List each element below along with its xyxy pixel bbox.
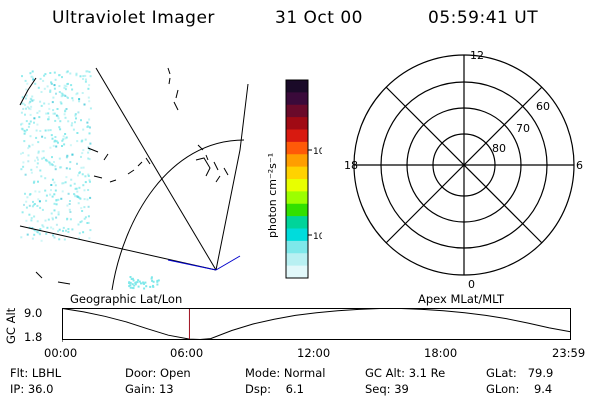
status-gcalt: GC Alt: 3.1 Re <box>365 366 446 380</box>
status-flt: Flt: LBHL <box>10 366 62 380</box>
status-seq: Seq: 39 <box>365 382 409 396</box>
colorbar-stripe <box>286 92 308 106</box>
time-tick-0600: 06:00 <box>170 346 204 360</box>
mlt-label-12: 12 <box>470 49 484 62</box>
altitude-curve <box>62 308 571 341</box>
status-gain: Gain: 13 <box>125 382 174 396</box>
time-tick-2359: 23:59 <box>552 346 586 360</box>
altitude-timeline <box>62 308 571 342</box>
instrument-title: Ultraviolet Imager <box>52 8 215 28</box>
lat-label-60: 60 <box>536 100 550 113</box>
timeline-right-title: Apex MLat/MLT <box>418 292 505 306</box>
geographic-image-panel <box>19 67 249 290</box>
status-glon: GLon: 9.4 <box>486 382 553 396</box>
status-dsp: Dsp: 6.1 <box>245 382 304 396</box>
time-tick-1200: 12:00 <box>297 346 331 360</box>
colorbar-stripe <box>286 265 308 279</box>
status-mode: Mode: Normal <box>245 366 326 380</box>
date-label: 31 Oct 00 <box>275 8 363 28</box>
colorbar: 100 10 photon cm⁻²s⁻¹ <box>266 79 322 279</box>
colorbar-unit-label: photon cm⁻²s⁻¹ <box>266 153 279 238</box>
alt-bottom-label: 1.8 <box>24 330 43 344</box>
colorbar-stripe <box>286 179 308 192</box>
lat-lon-grid <box>19 67 249 290</box>
colorbar-tick-100: 100 <box>313 147 322 157</box>
polar-grid-panel: 12 18 6 0 60 70 80 <box>344 49 583 288</box>
colorbar-stripe <box>286 240 308 254</box>
colorbar-stripe <box>286 216 308 229</box>
mlt-label-6: 6 <box>576 159 583 172</box>
colorbar-stripe <box>286 80 308 93</box>
status-ip: IP: 36.0 <box>10 382 54 396</box>
time-label: 05:59:41 UT <box>428 8 539 28</box>
mlt-label-18: 18 <box>344 159 358 172</box>
time-tick-0000: 00:00 <box>44 346 78 360</box>
orbit-track <box>215 255 241 271</box>
colorbar-stripe <box>286 154 308 168</box>
colorbar-stripe <box>286 166 308 180</box>
colorbar-stripe <box>286 203 308 217</box>
timeline-left-title: Geographic Lat/Lon <box>70 292 183 306</box>
colorbar-stripe <box>286 191 308 205</box>
colorbar-stripe <box>286 129 308 143</box>
status-door: Door: Open <box>125 366 191 380</box>
lat-label-70: 70 <box>516 122 530 135</box>
timeline-axis-label: GC Alt <box>4 307 18 344</box>
colorbar-stripe <box>286 228 308 242</box>
colorbar-stripe <box>286 104 308 118</box>
mlt-label-0: 0 <box>468 278 475 288</box>
coastlines <box>19 67 229 285</box>
alt-top-label: 9.0 <box>24 306 43 320</box>
speckle-layer <box>20 70 160 290</box>
time-tick-1800: 18:00 <box>424 346 458 360</box>
status-glat: GLat: 79.9 <box>486 366 554 380</box>
colorbar-stripe <box>286 117 308 130</box>
colorbar-tick-10: 10 <box>313 232 322 242</box>
lat-label-80: 80 <box>492 142 506 155</box>
colorbar-stripe <box>286 253 308 267</box>
colorbar-stripe <box>286 141 308 155</box>
